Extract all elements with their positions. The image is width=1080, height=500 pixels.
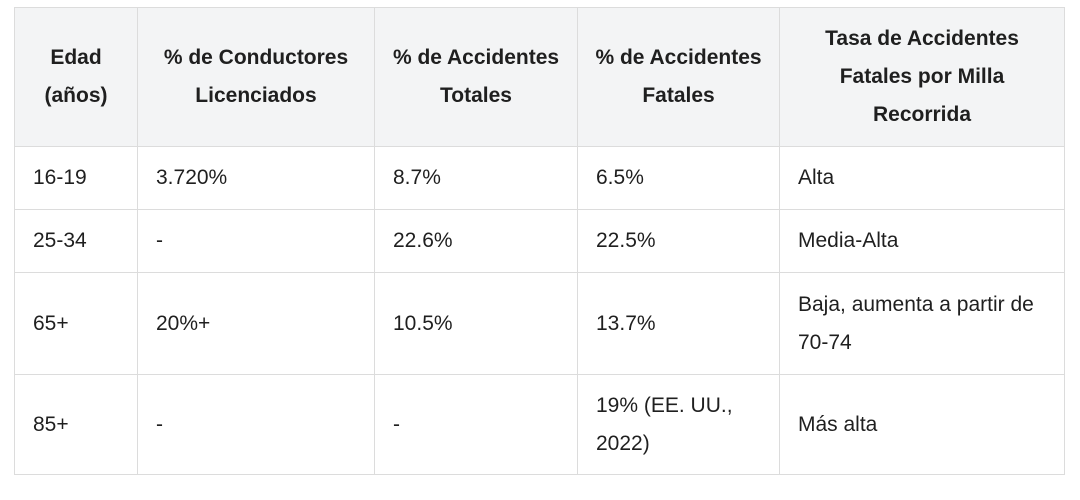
cell-fatal-accidents: 6.5% <box>577 146 780 210</box>
cell-age: 16-19 <box>14 146 138 210</box>
cell-fatal-rate: Más alta <box>779 374 1065 475</box>
header-total-accidents: % de Accidentes Totales <box>374 7 578 147</box>
cell-fatal-rate: Alta <box>779 146 1065 210</box>
cell-total-accidents: 8.7% <box>374 146 578 210</box>
header-fatal-rate-per-mile: Tasa de Accidentes Fatales por Milla Rec… <box>779 7 1065 147</box>
accident-statistics-table: Edad (años) % de Conductores Licenciados… <box>14 7 1065 475</box>
cell-fatal-rate: Baja, aumenta a partir de 70-74 <box>779 272 1065 375</box>
table-container: Edad (años) % de Conductores Licenciados… <box>14 7 1065 475</box>
cell-fatal-accidents: 22.5% <box>577 209 780 273</box>
table-row: 85+ - - 19% (EE. UU., 2022) Más alta <box>14 374 1065 475</box>
cell-licensed-drivers: 20%+ <box>137 272 375 375</box>
cell-age: 65+ <box>14 272 138 375</box>
header-row: Edad (años) % de Conductores Licenciados… <box>14 7 1065 147</box>
cell-total-accidents: 10.5% <box>374 272 578 375</box>
cell-fatal-accidents: 13.7% <box>577 272 780 375</box>
table-body: 16-19 3.720% 8.7% 6.5% Alta 25-34 - 22.6… <box>14 146 1065 475</box>
cell-licensed-drivers: - <box>137 374 375 475</box>
table-row: 25-34 - 22.6% 22.5% Media-Alta <box>14 209 1065 273</box>
cell-total-accidents: 22.6% <box>374 209 578 273</box>
header-fatal-accidents: % de Accidentes Fatales <box>577 7 780 147</box>
cell-licensed-drivers: - <box>137 209 375 273</box>
table-row: 16-19 3.720% 8.7% 6.5% Alta <box>14 146 1065 210</box>
cell-fatal-rate: Media-Alta <box>779 209 1065 273</box>
table-header: Edad (años) % de Conductores Licenciados… <box>14 7 1065 147</box>
cell-licensed-drivers: 3.720% <box>137 146 375 210</box>
table-row: 65+ 20%+ 10.5% 13.7% Baja, aumenta a par… <box>14 272 1065 375</box>
cell-age: 25-34 <box>14 209 138 273</box>
cell-age: 85+ <box>14 374 138 475</box>
cell-total-accidents: - <box>374 374 578 475</box>
header-licensed-drivers: % de Conductores Licenciados <box>137 7 375 147</box>
cell-fatal-accidents: 19% (EE. UU., 2022) <box>577 374 780 475</box>
header-age: Edad (años) <box>14 7 138 147</box>
